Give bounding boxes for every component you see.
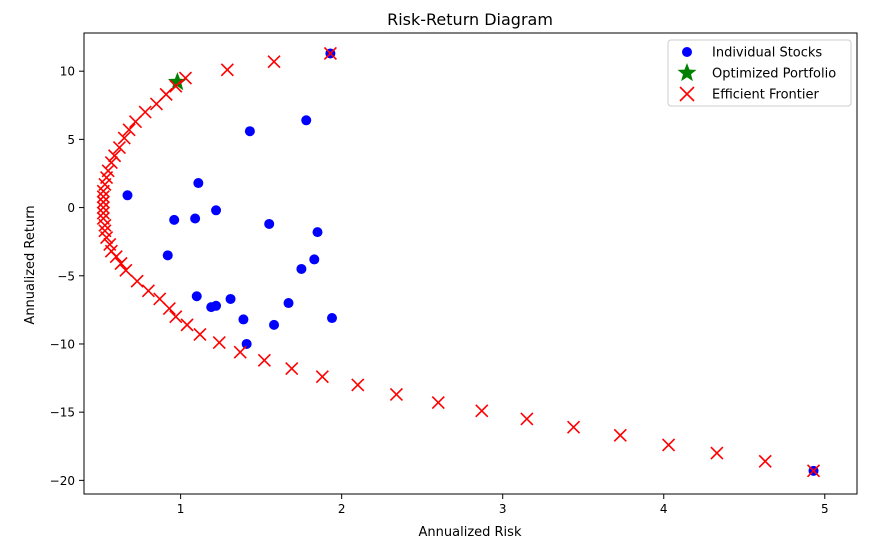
efficient-frontier-point <box>212 336 226 350</box>
y-tick-label: −15 <box>50 406 75 420</box>
efficient-frontier-point <box>141 284 155 298</box>
efficient-frontier-point <box>233 345 247 359</box>
efficient-frontier-point <box>806 464 821 478</box>
efficient-frontier-point <box>180 318 194 332</box>
individual-stocks-point <box>301 115 312 126</box>
efficient-frontier-point <box>114 256 128 271</box>
legend-label-individual-stocks: Individual Stocks <box>712 46 822 61</box>
individual-stocks-point <box>269 319 280 330</box>
efficient-frontier-point <box>613 428 627 442</box>
efficient-frontier-point <box>315 370 329 384</box>
individual-stocks-point <box>238 314 249 325</box>
x-tick-label: 5 <box>821 502 829 516</box>
efficient-frontier-point <box>104 156 118 170</box>
efficient-frontier-point <box>101 164 115 178</box>
efficient-frontier-point <box>267 55 281 69</box>
individual-stocks-series <box>122 48 819 476</box>
efficient-frontier-point <box>112 141 126 155</box>
efficient-frontier-point <box>96 206 110 220</box>
y-tick-label: −20 <box>50 474 75 488</box>
individual-stocks-point <box>283 298 294 309</box>
efficient-frontier-point <box>117 131 131 145</box>
efficient-frontier-point <box>162 301 176 316</box>
efficient-frontier-point <box>351 378 365 392</box>
legend-marker-individual-stocks <box>682 47 692 57</box>
individual-stocks-point <box>312 227 323 238</box>
x-tick-label: 1 <box>177 502 185 516</box>
efficient-frontier-point <box>710 446 724 460</box>
individual-stocks-point <box>193 178 204 189</box>
individual-stocks-point <box>225 293 236 304</box>
x-tick-label: 3 <box>499 502 507 516</box>
efficient-frontier-point <box>520 412 534 426</box>
efficient-frontier-point <box>96 201 110 215</box>
efficient-frontier-point <box>130 274 144 288</box>
y-tick-label: −5 <box>57 269 75 283</box>
y-tick-label: 5 <box>67 133 75 147</box>
individual-stocks-point <box>264 218 275 229</box>
optimized-portfolio-point <box>167 72 187 91</box>
efficient-frontier-point <box>99 231 114 245</box>
efficient-frontier-point <box>323 46 337 61</box>
efficient-frontier-point <box>108 149 122 163</box>
efficient-frontier-point <box>285 361 299 376</box>
optimized-portfolio-series <box>167 72 187 91</box>
x-tick-label: 2 <box>338 502 346 516</box>
individual-stocks-point <box>309 254 320 265</box>
individual-stocks-point <box>244 126 255 137</box>
x-axis-label: Annualized Risk <box>419 525 522 540</box>
efficient-frontier-point <box>98 218 112 232</box>
efficient-frontier-point <box>159 87 173 101</box>
legend: Individual Stocks Optimized Portfolio Effi… <box>667 39 852 107</box>
individual-stocks-point <box>296 263 307 274</box>
efficient-frontier-point <box>122 123 136 137</box>
legend-box <box>667 39 852 107</box>
individual-stocks-point <box>169 214 180 225</box>
individual-stocks-point <box>191 291 202 302</box>
efficient-frontier-point <box>758 454 772 468</box>
efficient-frontier-point <box>431 396 445 410</box>
y-tick-label: 0 <box>67 201 75 215</box>
efficient-frontier-point <box>109 250 123 264</box>
chart-title: Risk-Return Diagram <box>387 10 553 29</box>
legend-label-efficient-frontier: Efficient Frontier <box>712 88 819 103</box>
individual-stocks-point <box>327 313 338 324</box>
legend-label-optimized-portfolio: Optimized Portfolio <box>712 67 836 82</box>
efficient-frontier-point <box>193 327 207 341</box>
efficient-frontier-point <box>138 105 152 119</box>
efficient-frontier-point <box>662 438 676 452</box>
y-axis-label: Annualized Return <box>23 205 38 324</box>
efficient-frontier-point <box>96 195 110 209</box>
efficient-frontier-point <box>169 310 183 324</box>
y-tick-label: 10 <box>60 65 75 79</box>
efficient-frontier-series <box>96 46 821 478</box>
plot-area <box>96 46 821 478</box>
individual-stocks-point <box>211 205 222 216</box>
efficient-frontier-point <box>475 404 489 418</box>
individual-stocks-point <box>122 190 133 201</box>
efficient-frontier-point <box>257 353 271 367</box>
individual-stocks-point <box>241 338 252 349</box>
individual-stocks-point <box>162 250 173 261</box>
efficient-frontier-point <box>119 263 133 277</box>
axes: 1 2 3 4 5 −20 −15 −10 −5 0 5 10 <box>50 32 858 516</box>
y-tick-label: −10 <box>50 337 75 351</box>
individual-stocks-point <box>211 300 222 311</box>
efficient-frontier-point <box>567 420 581 434</box>
efficient-frontier-point <box>169 79 183 93</box>
legend-marker-optimized-portfolio <box>677 63 697 82</box>
individual-stocks-point <box>190 213 201 224</box>
x-tick-label: 4 <box>660 502 668 516</box>
efficient-frontier-point <box>96 190 110 204</box>
efficient-frontier-point <box>178 71 193 85</box>
legend-marker-efficient-frontier <box>679 86 695 102</box>
plot-frame <box>83 32 858 495</box>
efficient-frontier-point <box>220 63 234 77</box>
efficient-frontier-point <box>389 387 403 402</box>
